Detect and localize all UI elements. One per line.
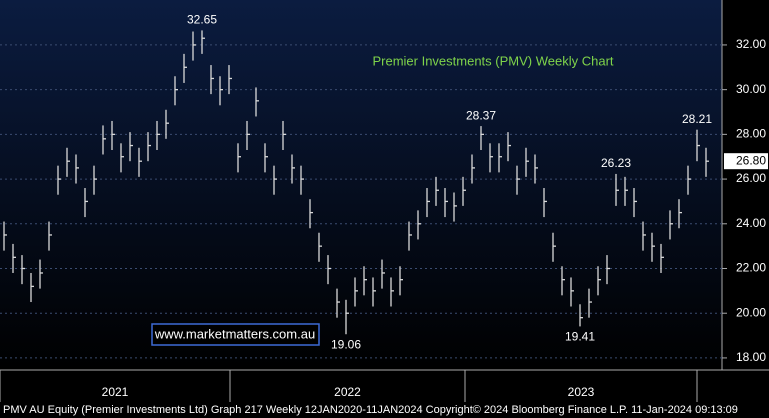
annotation: 26.23 [601, 156, 631, 170]
last-price-label: 26.80 [736, 153, 766, 167]
annotation: 32.65 [187, 13, 217, 27]
chart-title: Premier Investments (PMV) Weekly Chart [372, 53, 613, 68]
x-tick-label: 2023 [568, 385, 595, 399]
y-tick-label: 20.00 [736, 305, 766, 319]
x-tick-label: 2021 [102, 385, 129, 399]
y-tick-label: 30.00 [736, 82, 766, 96]
y-tick-label: 24.00 [736, 216, 766, 230]
footer: PMV AU Equity (Premier Investments Ltd) … [3, 404, 738, 416]
y-tick-label: 18.00 [736, 350, 766, 364]
watermark: www.marketmatters.com.au [154, 326, 315, 341]
last-price-tag [724, 153, 768, 170]
watermark-box [151, 323, 320, 346]
y-tick-label: 32.00 [736, 37, 766, 51]
plot-area [0, 0, 722, 370]
annotation: 19.41 [565, 330, 595, 344]
y-tick-label: 26.00 [736, 171, 766, 185]
y-tick-label: 28.00 [736, 127, 766, 141]
annotation: 28.37 [466, 108, 496, 122]
y-tick-label: 22.00 [736, 261, 766, 275]
annotation: 19.06 [331, 337, 361, 351]
annotation: 28.21 [682, 112, 712, 126]
x-tick-label: 2022 [334, 385, 361, 399]
